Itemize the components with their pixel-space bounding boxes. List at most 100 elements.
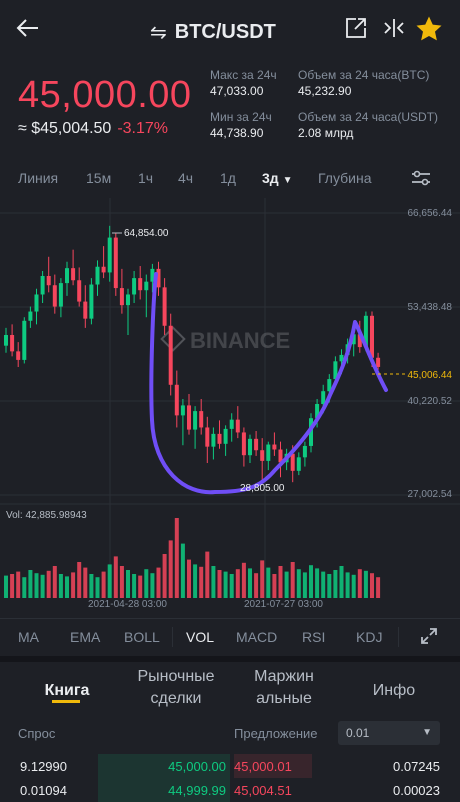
- candle-body: [211, 433, 216, 447]
- candle-body: [113, 237, 118, 289]
- stat-value-low: 44,738.90: [210, 126, 264, 140]
- ind-ma[interactable]: MA: [18, 629, 39, 645]
- ask-label: Предложение: [234, 726, 318, 741]
- stat-value-high: 47,033.00: [210, 84, 264, 98]
- star-icon[interactable]: [414, 14, 444, 44]
- candle-body: [16, 351, 21, 360]
- pair-selector[interactable]: ⇋ BTC/USDT: [150, 18, 320, 46]
- candle-body: [266, 444, 271, 461]
- price-sub: ≈ $45,004.50 -3.17%: [18, 120, 168, 138]
- stat-value-vol-usdt: 2.08 млрд: [298, 126, 354, 140]
- candle-body: [119, 288, 124, 306]
- volume-bar: [101, 571, 106, 598]
- volume-bar: [248, 568, 252, 598]
- kline-chart[interactable]: BINANCE 66,656.44 53,438.48 40,220.52 27…: [0, 198, 460, 618]
- tab-info[interactable]: Инфо: [372, 682, 416, 699]
- stat-label-vol-usdt: Объем за 24 часа(USDT): [298, 110, 439, 124]
- volume-bar: [278, 566, 283, 598]
- kline-svg: BINANCE 66,656.44 53,438.48 40,220.52 27…: [0, 198, 460, 610]
- candle-body: [199, 411, 204, 428]
- top-bar: ⇋ BTC/USDT: [0, 0, 460, 62]
- tf-15m[interactable]: 15м: [86, 170, 112, 186]
- ind-boll[interactable]: BOLL: [124, 629, 160, 645]
- ind-ema[interactable]: EMA: [70, 629, 101, 645]
- orderbook-row[interactable]: 0.01094 44,999.99 45,004.51 0.00023: [0, 778, 460, 802]
- volume-bar: [4, 575, 8, 598]
- volume-bar: [296, 569, 301, 598]
- candle-body: [309, 418, 313, 446]
- volume-bar: [16, 571, 21, 598]
- axis-label-4: 27,002.54: [408, 489, 453, 500]
- stat-label-low: Мин за 24ч: [210, 110, 272, 124]
- volume-bar: [272, 574, 277, 598]
- ind-macd[interactable]: MACD: [236, 629, 278, 645]
- candle-body: [150, 268, 155, 282]
- orderbook-row[interactable]: 9.12990 45,000.00 45,000.01 0.07245: [0, 754, 460, 778]
- candle-body: [187, 405, 191, 430]
- tab-margin[interactable]: Маржин альные: [254, 668, 314, 707]
- volume-bar: [22, 577, 27, 598]
- volume-bar: [168, 540, 173, 598]
- volume-bar: [95, 577, 100, 598]
- caret-down-icon: ▼: [282, 175, 293, 186]
- watermark: BINANCE: [160, 326, 290, 353]
- candle-body: [77, 280, 82, 302]
- candle-body: [376, 357, 381, 367]
- candle-body: [46, 275, 51, 286]
- ind-kdj[interactable]: KDJ: [356, 629, 383, 645]
- candle-body: [223, 428, 228, 444]
- candle-body: [321, 391, 326, 404]
- user-drawing: [149, 272, 388, 495]
- split-icon[interactable]: [382, 16, 406, 40]
- tf-1d[interactable]: 1д: [220, 170, 236, 186]
- axis-label-3: 40,220.52: [408, 396, 453, 407]
- ind-vol[interactable]: VOL: [186, 629, 215, 645]
- tab-market-trades[interactable]: Рыночные сделки: [137, 668, 215, 707]
- candle-body: [95, 266, 100, 285]
- candle-body: [138, 278, 143, 291]
- ind-divider: [172, 627, 173, 647]
- candle-body: [290, 453, 295, 471]
- sliders-icon[interactable]: [410, 168, 432, 193]
- tf-line[interactable]: Линия: [18, 170, 59, 186]
- volume-bar: [357, 569, 362, 598]
- volume-bar: [321, 571, 326, 598]
- share-icon[interactable]: [344, 16, 368, 40]
- stat-label-high: Макс за 24ч: [210, 68, 277, 82]
- tf-3d[interactable]: 3д ▼: [262, 170, 292, 186]
- volume-label: Vol: 42,885.98943: [6, 510, 87, 521]
- bid-price: 45,000.00: [168, 759, 226, 774]
- candle-body: [28, 311, 33, 321]
- volume-bar: [223, 571, 228, 598]
- candle-body: [229, 419, 234, 429]
- volume-bar: [339, 566, 344, 598]
- candle-body: [302, 445, 307, 458]
- tf-depth[interactable]: Глубина: [318, 170, 372, 186]
- candle-body: [363, 315, 368, 348]
- expand-icon[interactable]: [420, 627, 438, 650]
- candle-body: [162, 287, 167, 326]
- ask-depth-bar: [234, 754, 312, 778]
- volume-bar: [290, 562, 295, 598]
- stat-value-vol-btc: 45,232.90: [298, 84, 352, 98]
- high-label: 64,854.00: [124, 228, 169, 239]
- precision-select[interactable]: 0.01 ▼: [338, 721, 440, 745]
- volume-bar: [34, 573, 39, 598]
- volume-bar: [266, 567, 271, 598]
- chart-grid: [0, 198, 460, 598]
- volume-bar: [187, 559, 191, 598]
- orderbook-header: Спрос Предложение 0.01 ▼: [0, 718, 460, 748]
- candle-body: [107, 237, 112, 273]
- chevron-down-icon: ▼: [422, 727, 432, 738]
- tab-book[interactable]: Книга: [44, 682, 90, 699]
- volume-bar: [46, 570, 51, 598]
- volume-bar: [52, 566, 57, 598]
- tf-1h[interactable]: 1ч: [138, 170, 154, 186]
- volume-bar: [302, 572, 307, 598]
- volume-bar: [156, 567, 161, 598]
- ind-rsi[interactable]: RSI: [302, 629, 326, 645]
- back-arrow-icon[interactable]: [14, 14, 42, 42]
- candle-body: [126, 294, 130, 306]
- volume-bar: [363, 570, 368, 598]
- tf-4h[interactable]: 4ч: [178, 170, 194, 186]
